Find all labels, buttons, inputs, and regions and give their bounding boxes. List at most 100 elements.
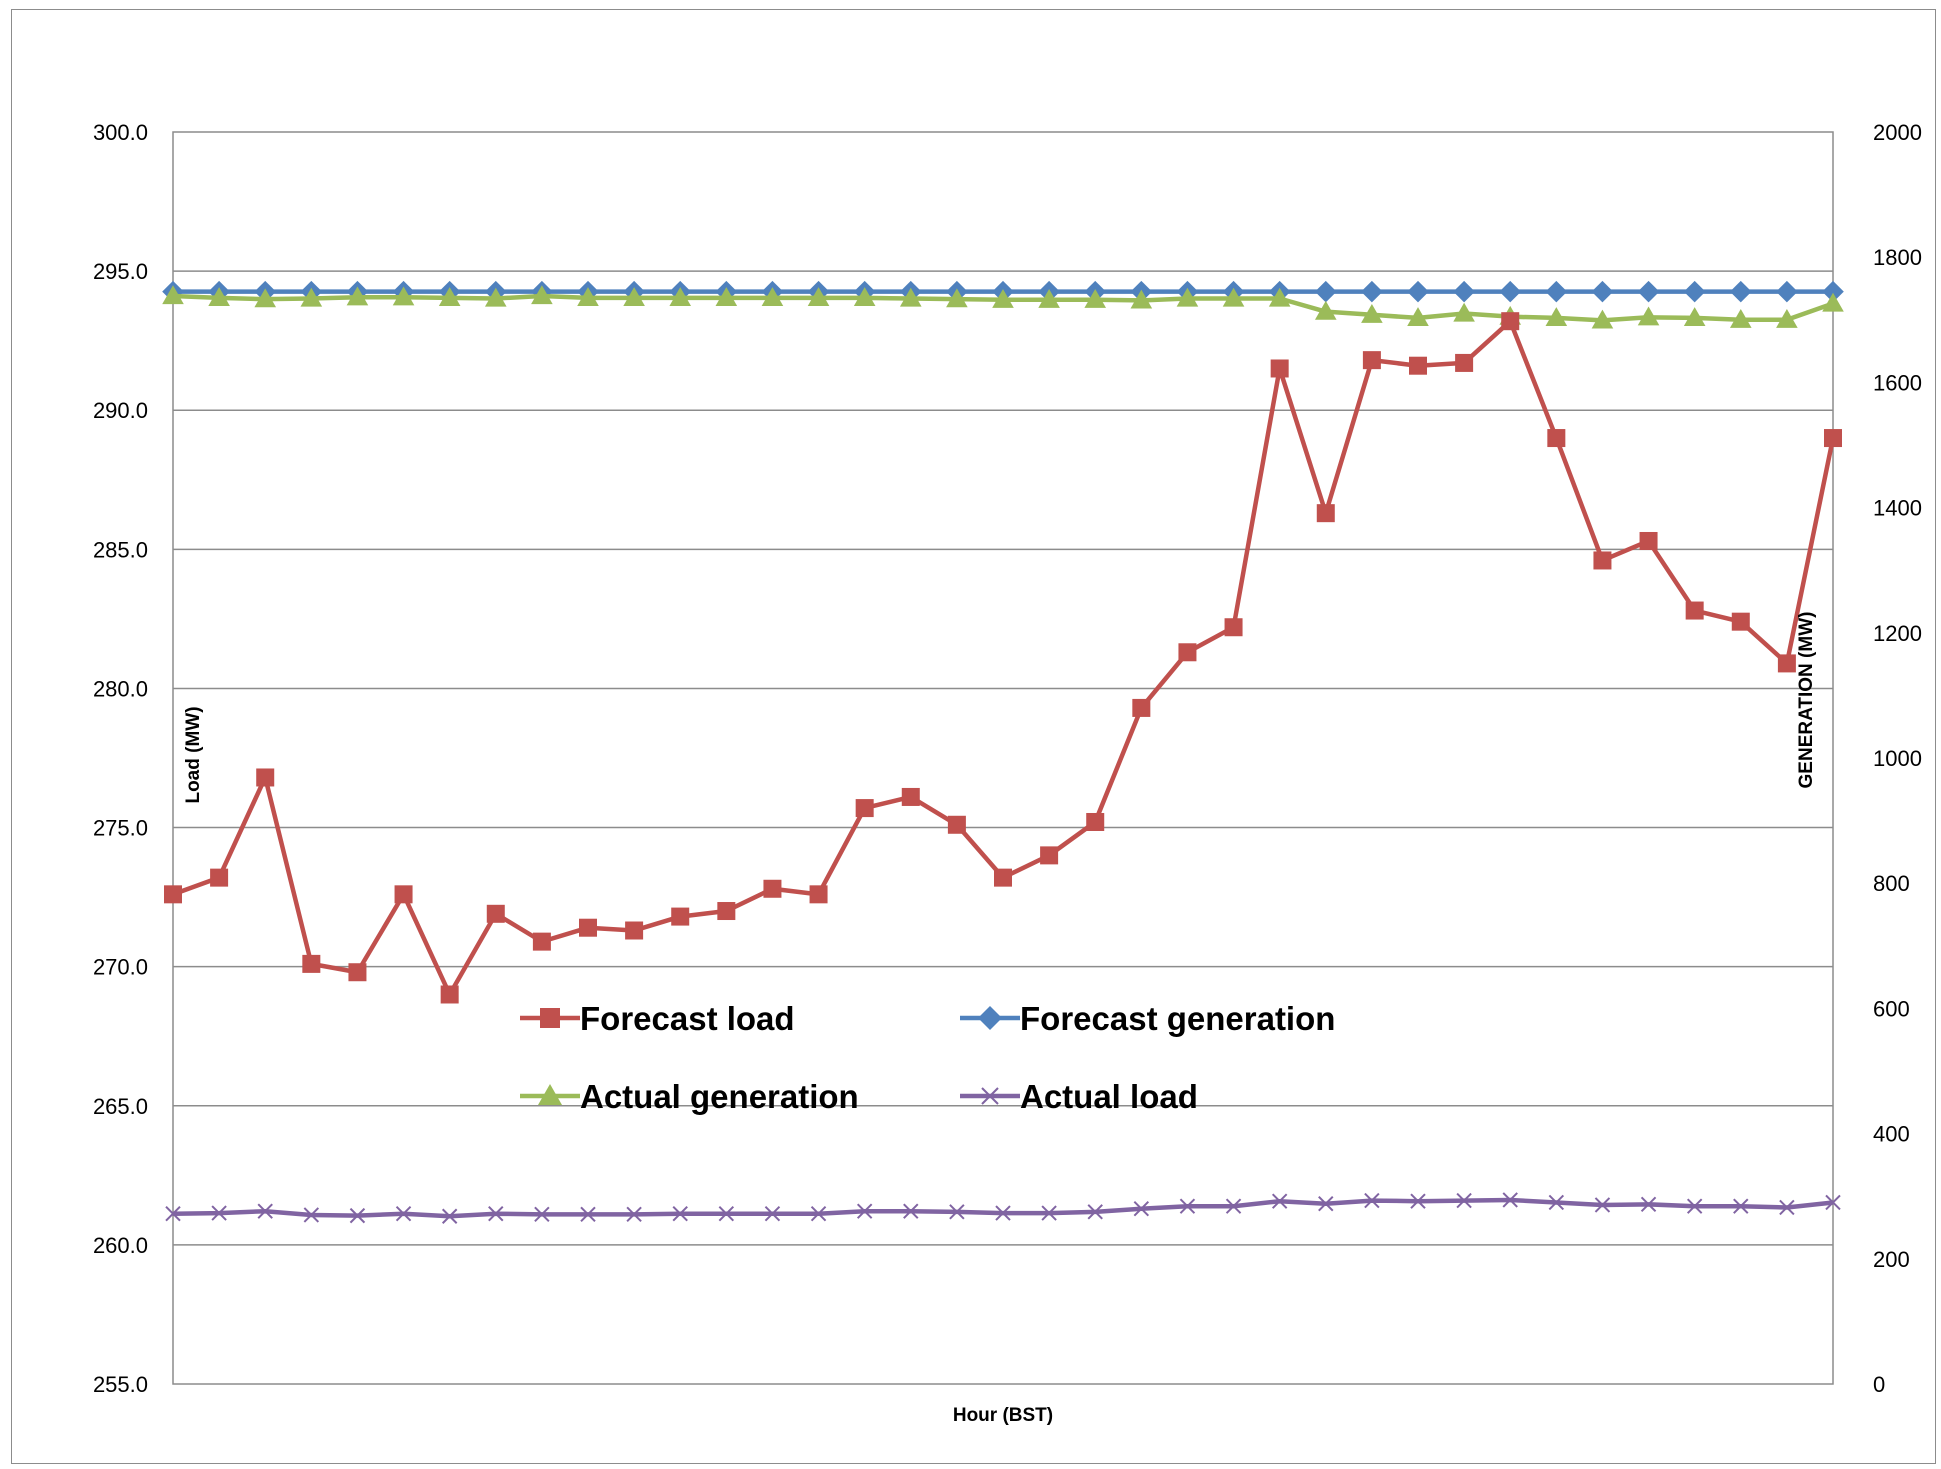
- data-point: [853, 287, 876, 306]
- data-point: [1224, 618, 1243, 637]
- right-axis-ticks: 0 200 400 600 800 1000 1200 1400 1600 1800 2000: [1873, 120, 1922, 1397]
- data-point: [901, 787, 920, 806]
- left-tick-label: 270.0: [93, 955, 148, 980]
- data-point: [162, 285, 184, 305]
- data-point: [1637, 306, 1660, 326]
- data-point: [810, 1206, 827, 1222]
- data-point: [625, 921, 644, 940]
- data-point: [1453, 280, 1475, 303]
- legend-label: Actual generation: [580, 1078, 859, 1115]
- legend-entry: Forecast load: [520, 1000, 795, 1037]
- data-point: [1314, 280, 1337, 303]
- data-point: [1362, 351, 1381, 370]
- data-point: [1731, 612, 1750, 631]
- right-tick-label: 400: [1873, 1122, 1910, 1147]
- gridlines: [173, 270, 1833, 1246]
- data-point: [1225, 1198, 1242, 1214]
- data-point: [1501, 312, 1520, 331]
- data-point: [1594, 1197, 1611, 1213]
- data-point: [531, 285, 553, 305]
- data-point: [1683, 307, 1706, 327]
- data-point: [1455, 353, 1474, 372]
- data-point: [855, 799, 874, 818]
- data-point: [671, 907, 690, 926]
- series-actual-load: [165, 1192, 1841, 1224]
- data-point: [1268, 287, 1291, 307]
- data-point: [1271, 1193, 1288, 1209]
- data-point: [1178, 643, 1197, 662]
- data-point: [1130, 289, 1153, 309]
- data-point: [1545, 307, 1568, 327]
- data-point: [1640, 1196, 1657, 1213]
- data-point: [349, 1207, 366, 1224]
- right-tick-label: 1800: [1873, 245, 1922, 270]
- data-point: [903, 1203, 919, 1219]
- data-point: [484, 287, 507, 307]
- left-tick-label: 300.0: [93, 120, 148, 145]
- data-point: [1176, 287, 1199, 307]
- right-tick-label: 600: [1873, 996, 1910, 1021]
- data-point: [1407, 280, 1429, 303]
- data-point: [807, 287, 830, 306]
- data-point: [1685, 601, 1704, 620]
- data-point: [256, 768, 275, 787]
- data-point: [1729, 280, 1752, 303]
- right-tick-label: 800: [1873, 871, 1910, 896]
- data-point: [718, 1206, 735, 1222]
- left-tick-label: 290.0: [93, 398, 148, 423]
- legend-entry: Forecast generation: [960, 1000, 1335, 1037]
- data-point: [1499, 280, 1522, 303]
- data-point: [1409, 356, 1427, 375]
- data-point: [303, 1207, 320, 1223]
- data-point: [441, 1208, 458, 1224]
- data-point: [1729, 309, 1752, 328]
- data-point: [978, 1006, 1002, 1030]
- data-point: [1361, 280, 1383, 303]
- data-point: [1316, 504, 1335, 523]
- data-point: [440, 985, 459, 1004]
- data-point: [1683, 280, 1706, 303]
- data-point: [1776, 280, 1798, 303]
- legend-label: Actual load: [1020, 1078, 1198, 1115]
- data-point: [1825, 1194, 1841, 1211]
- data-point: [208, 287, 230, 306]
- data-point: [395, 1206, 412, 1222]
- data-point: [946, 288, 968, 308]
- data-point: [623, 287, 645, 306]
- data-point: [856, 1203, 873, 1219]
- data-point: [1637, 280, 1660, 303]
- series-line: [172, 318, 1836, 997]
- data-point: [1086, 812, 1105, 831]
- right-tick-label: 1600: [1873, 370, 1922, 395]
- data-point: [1639, 531, 1658, 550]
- plot-area: [172, 131, 1834, 1385]
- data-point: [1733, 1198, 1749, 1214]
- data-point: [210, 868, 229, 887]
- data-point: [994, 868, 1012, 887]
- series-layer: [162, 280, 1844, 1224]
- data-point: [715, 287, 738, 306]
- data-point: [532, 932, 551, 951]
- left-tick-label: 285.0: [93, 537, 148, 562]
- data-point: [899, 287, 922, 307]
- data-point: [211, 1205, 227, 1221]
- x-axis-title: Hour (BST): [953, 1405, 1053, 1426]
- data-point: [1591, 309, 1614, 329]
- data-point: [302, 954, 321, 973]
- data-point: [488, 1206, 504, 1222]
- legend: Forecast load Forecast generation Actual g…: [520, 1000, 1335, 1115]
- data-point: [992, 288, 1014, 308]
- data-point: [949, 1204, 965, 1220]
- left-axis-title: Load (MW): [183, 706, 204, 803]
- left-tick-label: 275.0: [93, 816, 148, 841]
- chart-frame: [11, 9, 1936, 1464]
- data-point: [346, 286, 369, 306]
- data-point: [1502, 1192, 1518, 1208]
- data-point: [669, 287, 692, 306]
- data-point: [348, 963, 367, 982]
- data-point: [486, 904, 505, 923]
- data-point: [1407, 307, 1429, 327]
- data-point: [672, 1206, 688, 1222]
- data-point: [579, 918, 597, 937]
- data-point: [534, 1206, 550, 1223]
